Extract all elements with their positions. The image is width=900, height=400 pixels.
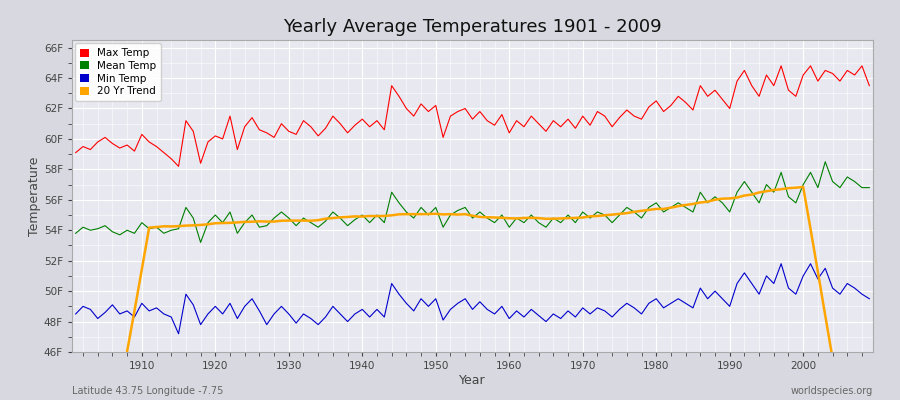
Title: Yearly Average Temperatures 1901 - 2009: Yearly Average Temperatures 1901 - 2009 bbox=[284, 18, 662, 36]
Text: Latitude 43.75 Longitude -7.75: Latitude 43.75 Longitude -7.75 bbox=[72, 386, 223, 396]
Y-axis label: Temperature: Temperature bbox=[28, 156, 41, 236]
Legend: Max Temp, Mean Temp, Min Temp, 20 Yr Trend: Max Temp, Mean Temp, Min Temp, 20 Yr Tre… bbox=[75, 43, 161, 101]
Text: worldspecies.org: worldspecies.org bbox=[791, 386, 873, 396]
X-axis label: Year: Year bbox=[459, 374, 486, 387]
